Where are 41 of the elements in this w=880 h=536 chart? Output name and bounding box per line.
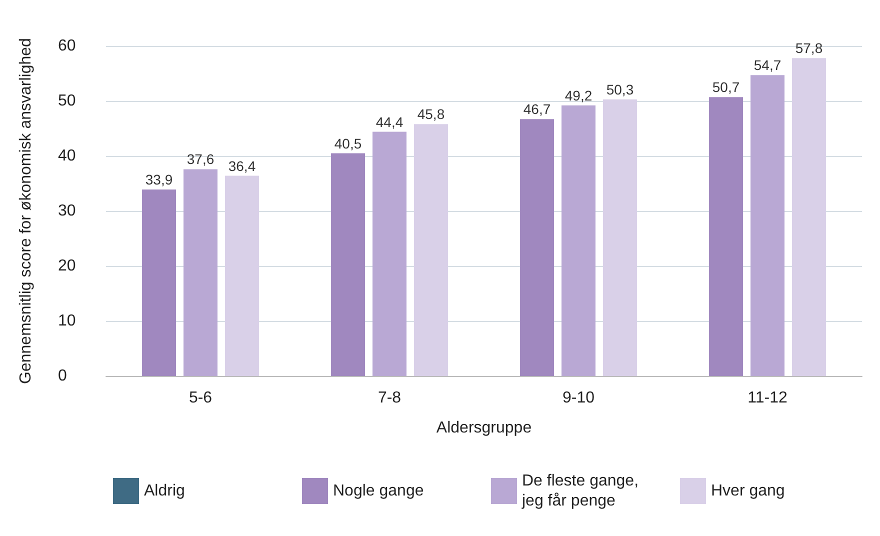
y-tick-label: 30 (58, 202, 76, 220)
data-label: 36,4 (228, 158, 256, 174)
data-label: 33,9 (145, 172, 173, 188)
x-tick-label: 7-8 (378, 390, 402, 406)
legend-label: Hver gang (711, 482, 785, 500)
data-label: 50,3 (606, 81, 634, 98)
y-axis-title: Gennemsnitlig score for økonomisk ansvarlighed (18, 38, 34, 384)
bar (520, 119, 554, 376)
data-label: 44,4 (376, 114, 404, 130)
y-tick-label: 20 (58, 258, 76, 274)
bar (224, 176, 259, 376)
x-tick-label: 5-6 (188, 390, 212, 406)
data-label: 50,7 (712, 79, 740, 96)
x-tick-label: 9-10 (562, 390, 595, 406)
bar (750, 75, 784, 376)
legend-label: Aldrig (144, 482, 185, 500)
data-label: 40,5 (334, 135, 362, 152)
data-label: 54,7 (754, 57, 782, 74)
data-label: 46,7 (523, 101, 551, 118)
legend-label: De fleste gange, jeg får penge (521, 472, 643, 510)
data-label: 45,8 (417, 106, 445, 122)
data-label: 37,6 (186, 151, 214, 168)
data-label: 49,2 (564, 87, 592, 104)
y-tick-label: 40 (58, 148, 76, 164)
bar (602, 99, 637, 376)
x-axis-title: Aldersgruppe (436, 420, 532, 436)
legend-label: Nogle gange (333, 482, 424, 500)
bar (792, 58, 826, 376)
bar (562, 105, 596, 376)
bar (331, 153, 366, 376)
bar (414, 124, 448, 376)
bar (184, 169, 218, 376)
y-tick-label: 60 (58, 38, 76, 54)
data-label: 57,8 (795, 40, 823, 56)
y-tick-label: 10 (58, 312, 76, 330)
bar (709, 97, 744, 376)
x-tick-label: 11-12 (748, 390, 788, 406)
bar (142, 190, 176, 376)
bar (372, 132, 406, 376)
y-tick-label: 50 (58, 92, 76, 110)
y-tick-label: 0 (58, 368, 67, 384)
